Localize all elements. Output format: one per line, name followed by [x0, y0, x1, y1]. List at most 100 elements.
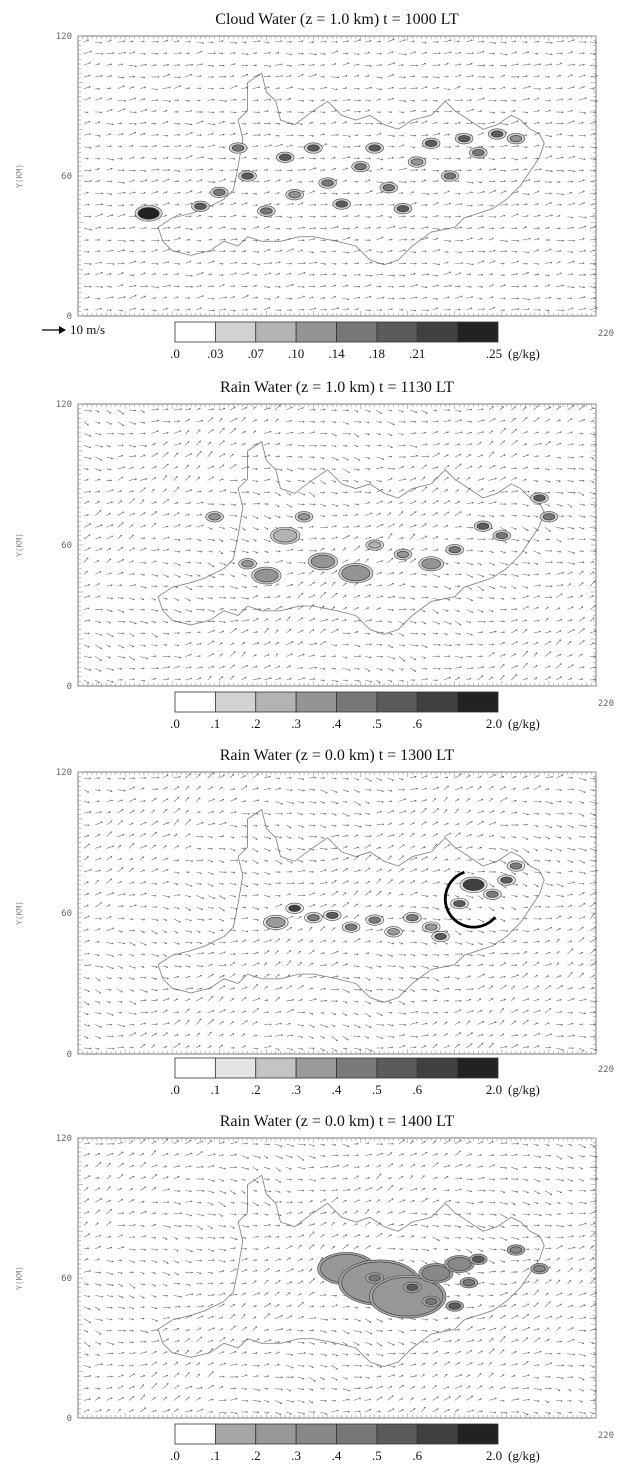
wind-vector	[207, 65, 214, 67]
wind-vector	[151, 145, 157, 148]
wind-vector	[140, 86, 146, 89]
wind-vector	[241, 272, 249, 276]
cell-shade	[410, 158, 424, 166]
wind-vector	[162, 40, 168, 43]
wind-vector-head	[157, 168, 160, 170]
wind-vector	[106, 158, 114, 161]
wind-vector-head	[243, 239, 246, 241]
wind-vector	[263, 75, 271, 78]
wind-vector	[286, 203, 294, 206]
wind-vector	[185, 260, 192, 264]
cell-shade	[213, 188, 226, 196]
wind-vector-head	[191, 274, 193, 277]
wind-vector	[106, 98, 112, 101]
wind-vector	[230, 202, 236, 206]
wind-vector	[196, 191, 202, 194]
wind-vector	[106, 63, 113, 66]
wind-vector	[95, 203, 104, 206]
wind-vector-head	[89, 285, 92, 287]
wind-vector-head	[302, 308, 304, 310]
wind-vector	[83, 204, 90, 206]
wind-vector-head	[100, 261, 102, 263]
wind-vector	[83, 273, 90, 276]
wind-vector	[297, 227, 305, 229]
wind-vector	[185, 297, 190, 299]
wind-vector	[83, 146, 92, 149]
wind-vector-head	[301, 215, 303, 218]
x-max-label: 220	[598, 329, 614, 339]
wind-vector	[297, 249, 303, 253]
colorbar-swatch	[214, 321, 257, 343]
wind-vector	[218, 121, 225, 124]
wind-vector	[106, 296, 114, 299]
wind-vector	[106, 249, 114, 253]
wind-vector	[297, 74, 304, 78]
wind-vector-head	[222, 64, 225, 66]
wind-vector-head	[101, 286, 104, 288]
wind-vector-head	[156, 40, 159, 42]
wind-vector	[218, 134, 225, 136]
wind-vector	[241, 53, 249, 55]
wind-vector	[162, 248, 170, 252]
colorbar-swatch	[255, 321, 297, 343]
wind-vector	[117, 192, 126, 194]
wind-vector-head	[233, 157, 236, 160]
wind-vector-head	[178, 76, 181, 78]
wind-vector-head	[212, 297, 215, 300]
wind-vector	[218, 178, 226, 183]
wind-vector	[207, 52, 216, 54]
wind-vector	[83, 111, 89, 113]
wind-vector	[117, 63, 123, 66]
wind-vector	[275, 250, 283, 253]
wind-vector-head	[86, 157, 89, 159]
wind-vector-head	[189, 215, 192, 217]
wind-vector	[128, 40, 134, 43]
wind-vector	[140, 76, 145, 78]
wind-vector	[140, 109, 148, 113]
wind-vector	[196, 239, 202, 241]
cell-shade	[443, 172, 457, 180]
wind-vector-head	[255, 64, 257, 66]
wind-vector	[173, 192, 181, 194]
wind-vector	[252, 308, 257, 311]
wind-vector	[252, 122, 261, 124]
wind-vector-head	[244, 227, 246, 230]
wind-vector	[173, 226, 181, 229]
colorbar: .0 .03 .07 .10 .14 .18 .21 .25 (g/kg)	[170, 321, 540, 361]
wind-vector	[173, 213, 182, 218]
wind-vector-head	[202, 42, 205, 44]
wind-vector-head	[132, 274, 135, 276]
wind-vector-head	[235, 238, 238, 240]
wind-vector-head	[303, 262, 306, 264]
wind-vector	[140, 98, 146, 101]
wind-vector-head	[98, 250, 101, 252]
wind-vector	[162, 239, 170, 241]
wind-vector	[286, 86, 293, 89]
wind-vector-head	[314, 53, 317, 55]
wind-vector	[95, 262, 102, 264]
wind-vector	[230, 63, 236, 66]
wind-vector-head	[212, 111, 215, 113]
cell-shade	[396, 205, 410, 213]
wind-vector-head	[302, 88, 304, 90]
wind-vector-head	[123, 227, 126, 229]
wind-vector-head	[86, 239, 89, 241]
wind-vector-head	[300, 181, 302, 183]
wind-vector-head	[157, 75, 160, 78]
wind-vector-head	[257, 250, 260, 253]
colorbar-label: .03	[207, 346, 223, 361]
wind-vector-head	[156, 262, 159, 265]
wind-vector-head	[157, 227, 160, 229]
wind-vector	[151, 309, 157, 311]
wind-vector-head	[212, 309, 215, 311]
wind-vector	[230, 52, 236, 54]
y-tick-label: 60	[61, 541, 72, 551]
wind-vector	[207, 123, 216, 125]
wind-vector	[263, 41, 270, 43]
wind-vector-head	[122, 204, 125, 206]
wind-vector	[162, 261, 170, 264]
wind-vector	[173, 263, 180, 265]
wind-vector	[230, 191, 235, 194]
cell-shade	[288, 191, 301, 199]
wind-vector	[263, 298, 271, 300]
